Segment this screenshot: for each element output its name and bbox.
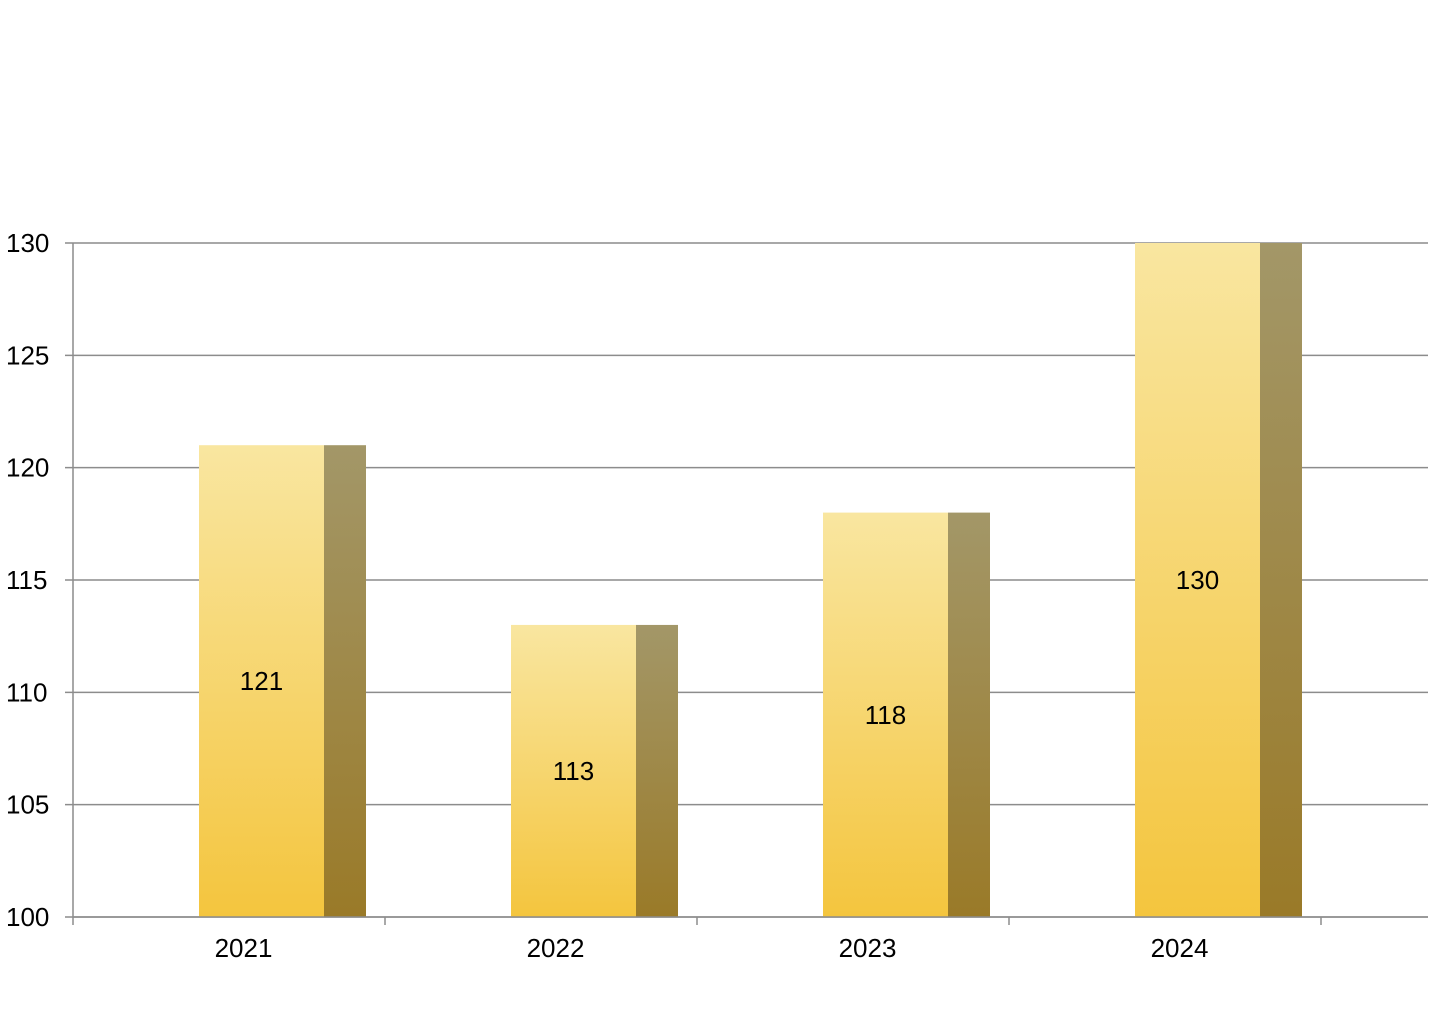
y-tick-label: 100 (6, 902, 49, 932)
x-tick-label: 2022 (527, 933, 585, 963)
x-tick-label: 2023 (839, 933, 897, 963)
x-axis (72, 243, 1428, 925)
data-label: 130 (1176, 565, 1219, 595)
y-tick-label: 120 (6, 453, 49, 483)
bar-side-2024 (1260, 243, 1302, 917)
bar-2022 (511, 624, 636, 917)
y-tick-label: 130 (6, 228, 49, 258)
bar-2021 (199, 445, 324, 917)
bar-2024 (1135, 243, 1260, 917)
data-labels: 121 113 118 130 (240, 565, 1219, 786)
y-axis-tick-labels: 100 105 110 115 120 125 130 (6, 228, 49, 932)
bar-side-2022 (636, 624, 678, 917)
y-tick-label: 115 (6, 565, 47, 595)
bar-2023 (823, 512, 948, 917)
x-axis-tick-labels: 2021 2022 2023 2024 (215, 933, 1209, 963)
y-tick-label: 110 (6, 677, 47, 707)
bars (199, 243, 1302, 917)
bar-side-2023 (948, 512, 990, 917)
y-tick-label: 105 (6, 790, 49, 820)
x-tick-label: 2021 (215, 933, 273, 963)
data-label: 118 (865, 700, 906, 730)
data-label: 113 (553, 756, 594, 786)
data-label: 121 (240, 666, 283, 696)
bar-side-2021 (324, 445, 366, 917)
y-tick-label: 125 (6, 340, 49, 370)
x-tick-label: 2024 (1151, 933, 1209, 963)
